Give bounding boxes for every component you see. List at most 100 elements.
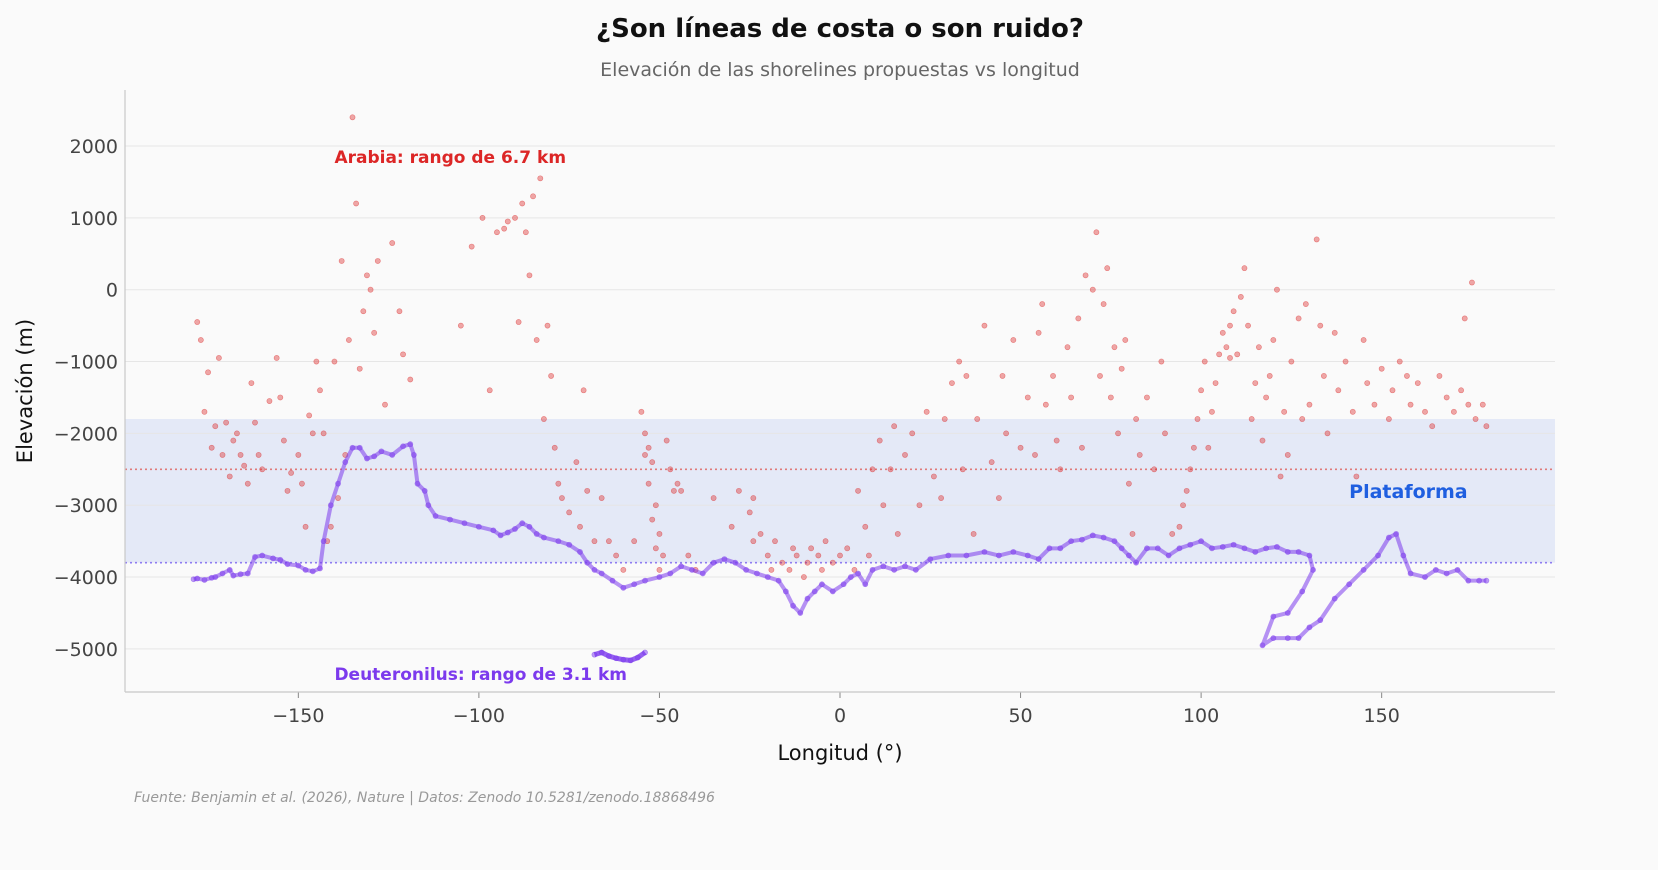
arabia-point [728, 523, 735, 530]
arabia-point [1219, 329, 1226, 336]
deuteronilus-point [678, 563, 685, 570]
arabia-point [580, 387, 587, 394]
deuteronilus-point [302, 566, 309, 573]
arabia-point [757, 531, 764, 537]
arabia-point [223, 419, 230, 426]
arabia-point [299, 480, 305, 487]
arabia-point [844, 545, 851, 552]
deuteronilus-point [689, 566, 695, 573]
deuteronilus-point [432, 513, 439, 519]
deuteronilus-point [880, 563, 887, 570]
deuteronilus-point [533, 531, 540, 537]
arabia-point [548, 373, 555, 379]
deuteronilus-point [1241, 545, 1248, 552]
arabia-point [1349, 408, 1356, 415]
arabia-point [837, 552, 843, 559]
arabia-point [259, 466, 266, 473]
arabia-point [230, 437, 237, 444]
deuteronilus-point [620, 584, 627, 591]
arabia-point [779, 559, 786, 566]
deuteronilus-point [584, 559, 591, 566]
deuteronilus-point [1331, 595, 1338, 602]
arabia-point [1151, 466, 1158, 473]
arabia-point [1097, 373, 1103, 379]
arabia-point [1162, 430, 1168, 437]
arabia-point [1277, 473, 1284, 480]
arabia-point [1180, 502, 1186, 509]
arabia-point [663, 437, 670, 444]
arabia-point [273, 355, 280, 361]
arabia-point [1039, 301, 1046, 307]
deuteronilus-point [1295, 549, 1302, 555]
arabia-point [1248, 416, 1255, 422]
arabia-point [1176, 523, 1183, 530]
arabia-point [219, 452, 226, 458]
arabia-point [1079, 444, 1085, 451]
arabia-point [566, 509, 573, 516]
arabia-point [645, 480, 652, 487]
arabia-point [981, 322, 988, 329]
arabia-point [772, 538, 778, 545]
arabia-point [302, 523, 309, 530]
arabia-point [995, 495, 1002, 501]
deuteronilus-point [1443, 570, 1450, 577]
arabia-point [1053, 437, 1060, 444]
deuteronilus-point [775, 577, 782, 584]
x-tick-label: 150 [1364, 705, 1400, 727]
arabia-point [367, 286, 374, 293]
arabia-point [642, 430, 648, 437]
deuteronilus-point [1284, 549, 1291, 555]
deuteronilus-point [194, 575, 201, 582]
arabia-point [880, 502, 887, 509]
deuteronilus-point [425, 502, 432, 509]
deuteronilus-point [811, 588, 818, 595]
x-tick-label: 50 [1008, 705, 1032, 727]
arabia-point [949, 380, 955, 386]
deuteronilus-point [804, 595, 811, 602]
deuteronilus-point [1270, 635, 1277, 642]
arabia-point [1057, 466, 1064, 473]
deuteronilus-point [1057, 545, 1064, 552]
deuteronilus-point [891, 566, 898, 573]
deuteronilus-point [656, 574, 663, 580]
deuteronilus-point [1310, 566, 1316, 573]
arabia-point [1111, 344, 1118, 351]
arabia-point [649, 459, 656, 466]
arabia-point [515, 319, 522, 325]
arabia-point [1032, 452, 1038, 458]
deuteronilus-point [591, 651, 598, 658]
arabia-point [822, 538, 829, 545]
arabia-point [356, 365, 363, 372]
arabia-point [750, 538, 757, 545]
deuteronilus-point [1035, 556, 1042, 563]
deuteronilus-point [790, 602, 796, 609]
plataforma-band [125, 419, 1555, 563]
deuteronilus-point [1046, 545, 1053, 552]
deuteronilus-point [667, 570, 674, 577]
arabia-point [266, 398, 273, 404]
arabia-point [1364, 380, 1371, 386]
arabia-point [1429, 423, 1436, 430]
y-tick-label: −1000 [54, 352, 118, 374]
arabia-point [1216, 351, 1223, 358]
arabia-point [1288, 358, 1295, 365]
arabia-point [1331, 329, 1338, 336]
y-axis-label: Elevación (m) [13, 319, 37, 463]
arabia-point [1082, 272, 1089, 279]
deuteronilus-point [1274, 543, 1280, 550]
arabia-point [869, 466, 876, 473]
arabia-point [237, 452, 244, 458]
arabia-point [1385, 416, 1392, 422]
arabia-point [504, 218, 511, 225]
deuteronilus-point [981, 549, 988, 555]
arabia-point [1187, 466, 1194, 473]
arabia-point [1407, 401, 1414, 408]
deuteronilus-point [555, 538, 562, 545]
y-tick-label: 1000 [70, 208, 118, 230]
arabia-point [1306, 401, 1313, 408]
deuteronilus-point [732, 559, 739, 566]
deuteronilus-point [862, 581, 869, 588]
band-label: Plataforma [1349, 481, 1467, 503]
arabia-point [642, 452, 648, 458]
deuteronilus-point [1133, 559, 1140, 566]
